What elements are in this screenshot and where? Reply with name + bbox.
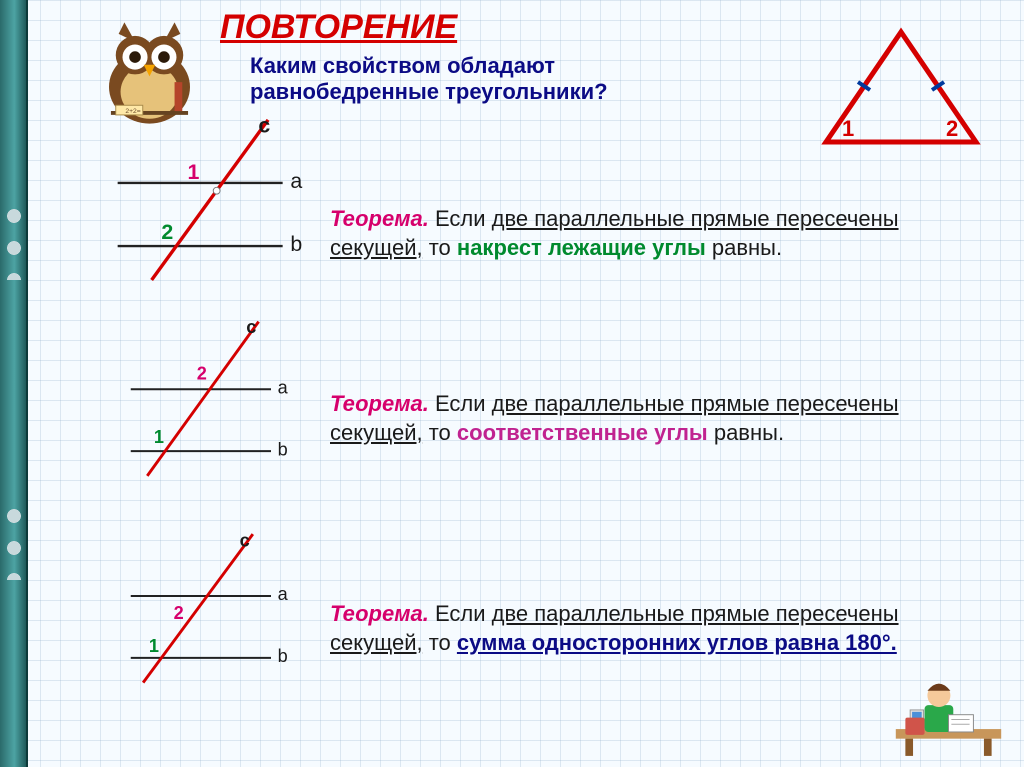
triangle-angle-2: 2 — [946, 116, 958, 141]
theorem-keyword: Теорема. — [330, 601, 429, 626]
notebook-binding — [0, 0, 28, 767]
angle-1: 1 — [154, 427, 164, 447]
slide-content: 2+2= ПОВТОРЕНИЕ Каким свойством обладают… — [40, 0, 1024, 767]
theorem-2: Теорема. Если две параллельные прямые пе… — [330, 390, 984, 447]
angle-2: 2 — [197, 363, 207, 383]
svg-text:2+2=: 2+2= — [125, 108, 140, 115]
label-a: a — [290, 169, 302, 193]
angle-1: 1 — [149, 636, 159, 656]
theorem-3: Теорема. Если две параллельные прямые пе… — [330, 600, 984, 657]
label-a: a — [278, 584, 289, 604]
angle-1: 1 — [188, 160, 200, 184]
diagram-alternate-angles: c a b 1 2 — [95, 115, 315, 280]
label-c: c — [258, 113, 270, 137]
label-c: c — [240, 531, 250, 551]
theorem-keyword: Теорема. — [330, 206, 429, 231]
label-b: b — [290, 232, 302, 256]
triangle-figure: 1 2 — [806, 22, 996, 162]
theorem-keyword: Теорема. — [330, 391, 429, 416]
label-c: c — [246, 317, 256, 337]
student-icon — [891, 662, 1006, 757]
label-b: b — [278, 439, 288, 459]
label-a: a — [278, 377, 289, 397]
theorem-1: Теорема. Если две параллельные прямые пе… — [330, 205, 984, 262]
diagram-corresponding-angles: c a b 2 1 — [95, 315, 315, 480]
label-b: b — [278, 646, 288, 666]
triangle-angle-1: 1 — [842, 116, 854, 141]
diagram-cointerior-angles: c a b 2 1 — [95, 530, 315, 695]
angle-2: 2 — [174, 603, 184, 623]
subtitle-line-1: Каким свойством обладают — [250, 53, 555, 78]
subtitle-line-2: равнобедренные треугольники? — [250, 79, 608, 104]
angle-2: 2 — [161, 220, 173, 244]
